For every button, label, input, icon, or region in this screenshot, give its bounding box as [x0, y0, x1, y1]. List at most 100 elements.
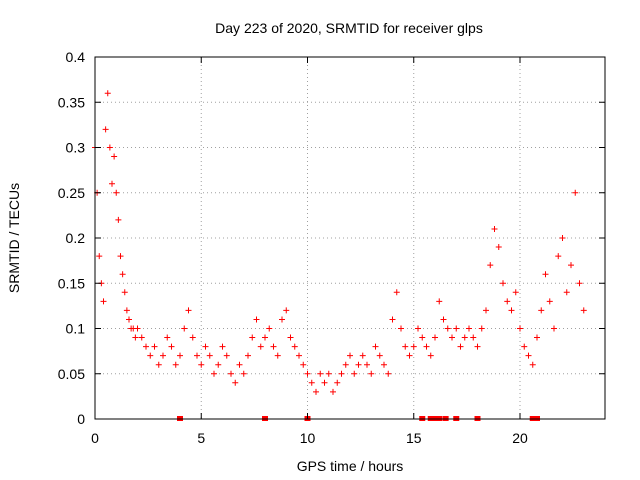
- data-point: [525, 352, 532, 359]
- x-tick-label: 20: [512, 430, 528, 446]
- y-tick-label: 0.1: [66, 321, 86, 337]
- x-tick-label: 0: [91, 430, 99, 446]
- data-point: [291, 343, 298, 350]
- data-point: [440, 316, 447, 323]
- x-tick-label: 15: [406, 430, 422, 446]
- data-point: [436, 298, 443, 305]
- data-point: [572, 189, 579, 196]
- data-point: [198, 361, 205, 368]
- x-tick-labels: 0 5 10 15 20: [91, 430, 528, 446]
- data-point: [160, 352, 166, 359]
- data-point: [270, 343, 277, 350]
- data-point: [106, 144, 113, 151]
- data-point: [219, 343, 226, 350]
- data-point: [317, 370, 324, 377]
- data-point: [359, 352, 366, 359]
- data-point: [96, 253, 103, 260]
- data-point: [249, 334, 256, 341]
- data-point: [304, 370, 311, 377]
- data-point: [115, 216, 122, 223]
- data-point: [143, 343, 149, 350]
- data-point: [487, 262, 494, 269]
- y-tick-labels: 0 0.05 0.1 0.15 0.2 0.25 0.3 0.35 0.4: [58, 49, 85, 427]
- data-point: [155, 361, 162, 368]
- data-point: [466, 325, 472, 332]
- data-point: [559, 235, 566, 241]
- data-point: [500, 280, 506, 287]
- data-point: [283, 307, 290, 314]
- data-point: [389, 316, 396, 323]
- data-point: [287, 334, 294, 341]
- data-point: [185, 307, 192, 314]
- data-point: [342, 361, 349, 368]
- data-point: [330, 388, 336, 395]
- data-point: [576, 280, 583, 287]
- data-point: [109, 180, 115, 187]
- data-point: [334, 379, 341, 386]
- data-point: [444, 325, 451, 332]
- data-point: [189, 334, 196, 341]
- data-point: [385, 370, 392, 377]
- data-point: [512, 289, 519, 296]
- data-point: [245, 352, 251, 359]
- data-point: [406, 352, 413, 359]
- data-point: [381, 361, 387, 368]
- chart-title: Day 223 of 2020, SRMTID for receiver glp…: [215, 20, 483, 36]
- data-point: [580, 307, 587, 314]
- y-tick-label: 0.05: [58, 366, 85, 382]
- y-tick-label: 0.2: [66, 230, 86, 246]
- data-point: [538, 307, 545, 314]
- data-point: [206, 352, 213, 359]
- data-point: [132, 334, 139, 341]
- data-point: [453, 325, 460, 332]
- y-tick-label: 0.3: [66, 140, 86, 156]
- data-point: [215, 361, 222, 368]
- data-point: [262, 334, 268, 341]
- data-point: [172, 361, 179, 368]
- data-point: [457, 343, 464, 350]
- data-point: [151, 343, 158, 350]
- data-point: [296, 352, 302, 359]
- data-point: [279, 316, 285, 323]
- data-point: [364, 361, 370, 368]
- data-point: [223, 352, 230, 359]
- axis-ticks: [94, 56, 605, 420]
- grid: [95, 57, 605, 419]
- data-point: [338, 370, 345, 377]
- data-point: [104, 90, 111, 97]
- data-point: [123, 307, 130, 314]
- data-point: [551, 325, 557, 332]
- data-point: [517, 325, 523, 332]
- data-point: [211, 370, 217, 377]
- data-point: [181, 325, 188, 332]
- data-point: [274, 352, 281, 359]
- data-point: [427, 352, 434, 359]
- data-point: [376, 352, 383, 359]
- data-point: [113, 189, 120, 196]
- data-point: [483, 307, 489, 314]
- data-point: [478, 325, 485, 332]
- data-point: [555, 253, 562, 260]
- data-point: [308, 379, 315, 386]
- data-point: [232, 379, 239, 386]
- data-point: [529, 361, 536, 368]
- data-point: [168, 343, 175, 350]
- data-point: [491, 225, 498, 232]
- data-point: [240, 370, 247, 377]
- data-point: [325, 370, 332, 377]
- data-point: [100, 298, 107, 305]
- x-tick-label: 10: [300, 430, 316, 446]
- data-point: [253, 316, 260, 323]
- data-point: [534, 334, 540, 341]
- data-point: [368, 370, 375, 377]
- data-point: [449, 334, 455, 341]
- data-point: [138, 334, 145, 341]
- data-point: [563, 289, 570, 296]
- y-tick-label: 0.35: [58, 94, 85, 110]
- data-point: [568, 262, 574, 269]
- data-point: [402, 343, 409, 350]
- data-point: [393, 289, 400, 296]
- data-point: [134, 325, 141, 332]
- data-point: [474, 343, 481, 350]
- data-point: [164, 334, 171, 341]
